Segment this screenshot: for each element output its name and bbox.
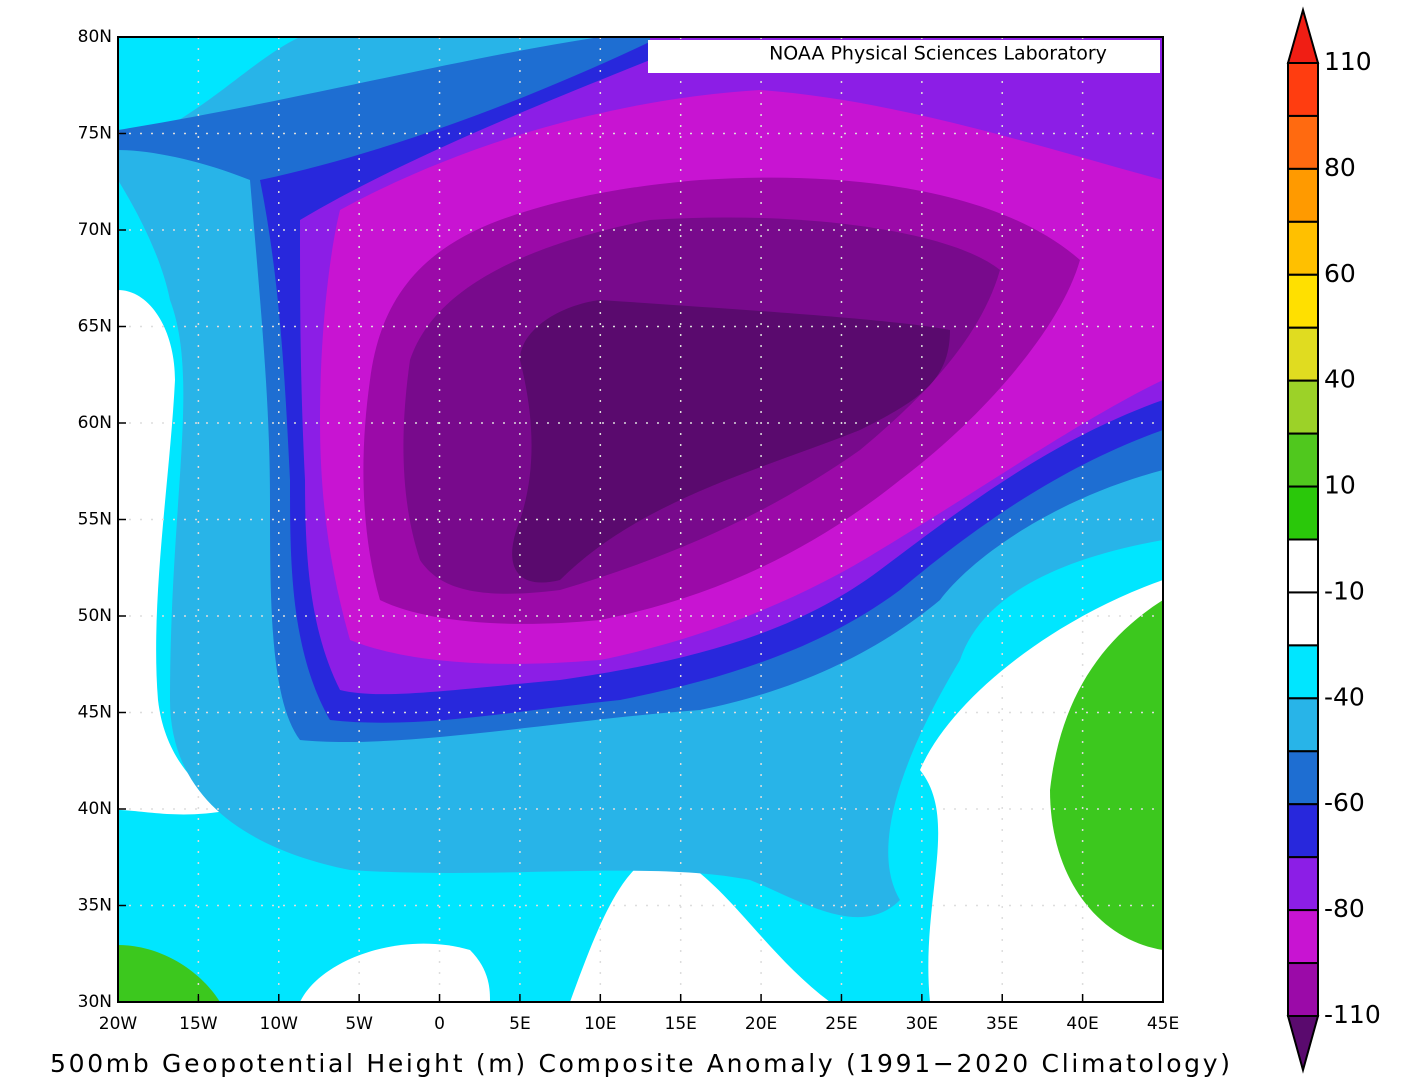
colorbar-box [1287, 750, 1319, 806]
colorbar-label: -10 [1324, 576, 1365, 605]
lon-label: 35E [986, 1014, 1018, 1034]
colorbar-box [1287, 167, 1319, 223]
lon-label: 20E [745, 1014, 777, 1034]
colorbar-box [1287, 644, 1319, 700]
credit-box [648, 40, 1160, 73]
colorbar-cap [1286, 1015, 1320, 1074]
colorbar-box [1287, 856, 1319, 912]
lat-label: 30N [78, 992, 112, 1012]
colorbar-box [1287, 62, 1319, 117]
colorbar-box [1287, 538, 1319, 594]
lon-label: 5W [345, 1014, 373, 1034]
lon-label: 0 [434, 1014, 445, 1034]
anomaly-field [118, 37, 1163, 1002]
lat-label: 75N [78, 124, 112, 144]
contour-white [570, 850, 830, 1002]
lat-label: 45N [78, 703, 112, 723]
contour-white [300, 943, 490, 1002]
colorbar-box [1287, 273, 1319, 329]
lon-label: 45E [1147, 1014, 1179, 1034]
colorbar-label: 40 [1324, 365, 1356, 394]
credit: NOAA Physical Sciences Laboratory [769, 43, 1107, 65]
colorbar-label: -40 [1324, 682, 1365, 711]
lat-label: 70N [78, 220, 112, 240]
colorbar-box [1287, 485, 1319, 541]
colorbar-box [1287, 803, 1319, 859]
lon-label: 25E [825, 1014, 857, 1034]
contour-green [118, 945, 220, 1002]
colorbar-box [1287, 909, 1319, 965]
lat-label: 55N [78, 510, 112, 530]
lon-label: 15E [665, 1014, 697, 1034]
contour-white [118, 290, 230, 815]
lon-label: 10W [260, 1014, 299, 1034]
lon-label: 30E [906, 1014, 938, 1034]
lon-label: 10E [584, 1014, 616, 1034]
lat-label: 65N [78, 317, 112, 337]
colorbar-label: -80 [1324, 894, 1365, 923]
colorbar-label: -60 [1324, 788, 1365, 817]
lon-label: 15W [179, 1014, 218, 1034]
colorbar-label: 80 [1324, 153, 1356, 182]
colorbar-label: -110 [1324, 1000, 1381, 1029]
colorbar-label: 10 [1324, 471, 1356, 500]
lon-label: 40E [1066, 1014, 1098, 1034]
lat-label: 60N [78, 413, 112, 433]
colorbar-label: 110 [1324, 47, 1372, 76]
colorbar-box [1287, 326, 1319, 382]
lat-label: 40N [78, 799, 112, 819]
colorbar-box [1287, 591, 1319, 647]
lon-label: 5E [509, 1014, 531, 1034]
colorbar: 110 80 60 40 10 -10 -40 -60 -80 -110 [1286, 6, 1381, 1074]
colorbar-box [1287, 379, 1319, 435]
contour-darkest [512, 300, 950, 583]
lat-label: 50N [78, 606, 112, 626]
colorbar-cap [1286, 6, 1320, 64]
lat-label: 80N [78, 27, 112, 47]
colorbar-label: 60 [1324, 259, 1356, 288]
colorbar-box [1287, 220, 1319, 276]
contour-green [1050, 600, 1163, 950]
colorbar-box [1287, 114, 1319, 170]
grid [118, 37, 1163, 1002]
colorbar-box [1287, 432, 1319, 488]
colorbar-box [1287, 962, 1319, 1017]
colorbar-box [1287, 697, 1319, 753]
lat-label: 35N [78, 896, 112, 916]
lon-label: 20W [99, 1014, 138, 1034]
title: 500mb Geopotential Height (m) Composite … [50, 1049, 1230, 1078]
